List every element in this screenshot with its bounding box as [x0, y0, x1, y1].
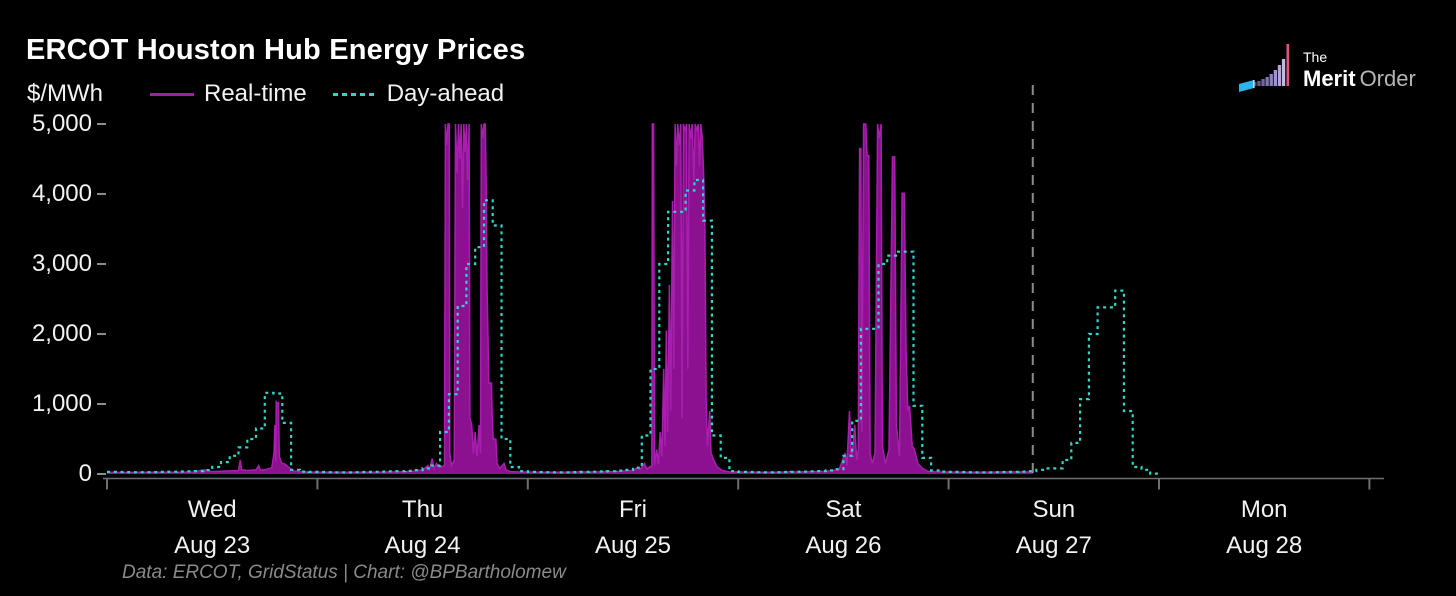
- y-tick-label: 3,000: [31, 250, 92, 277]
- logo-order: Order: [1359, 66, 1416, 91]
- x-tick-day-label: Mon: [1240, 496, 1288, 523]
- logo-the: The: [1303, 49, 1328, 65]
- x-tick-date-label: Aug 24: [384, 532, 461, 559]
- realtime-series-area: [107, 124, 1033, 474]
- x-tick-day-label: Thu: [401, 496, 444, 523]
- y-tick-label: 2,000: [31, 320, 92, 347]
- logo-text: The Merit Order: [1303, 50, 1416, 98]
- x-tick-date-label: Aug 28: [1226, 532, 1303, 559]
- y-tick-label: 0: [78, 460, 92, 487]
- dayahead-series-line: [107, 178, 1159, 475]
- realtime-series-line: [106, 123, 1033, 474]
- x-tick-date-label: Aug 27: [1015, 532, 1092, 559]
- x-tick-date-label: Aug 26: [805, 532, 882, 559]
- legend-item-dayahead: Day-ahead: [332, 80, 505, 108]
- page-title: ERCOT Houston Hub Energy Prices: [26, 34, 526, 66]
- y-tick-label: 1,000: [31, 390, 92, 417]
- x-tick-date-label: Aug 25: [594, 532, 672, 559]
- legend-label-realtime: Real-time: [204, 80, 307, 107]
- y-tick-label: 5,000: [31, 110, 92, 137]
- y-axis-units-label: $/MWh: [27, 80, 104, 107]
- legend-item-realtime: Real-time: [150, 80, 307, 108]
- merit-order-logo: The Merit Order: [1238, 40, 1416, 98]
- x-tick-day-label: Sat: [825, 496, 862, 523]
- dayahead-line-swatch-icon: [332, 92, 377, 96]
- realtime-line-swatch-icon: [150, 92, 194, 96]
- y-tick-label: 4,000: [31, 180, 92, 207]
- chart-legend: Real-time Day-ahead: [150, 80, 516, 108]
- x-tick-day-label: Sun: [1032, 496, 1076, 523]
- credit-line: Data: ERCOT, GridStatus | Chart: @BPBart…: [122, 562, 566, 583]
- x-tick-date-label: Aug 23: [174, 532, 251, 559]
- merit-order-stack-icon: [1239, 44, 1290, 92]
- x-tick-day-label: Wed: [187, 496, 237, 523]
- x-tick-day-label: Fri: [619, 496, 647, 523]
- logo-merit: Merit: [1303, 66, 1356, 91]
- legend-label-dayahead: Day-ahead: [386, 80, 505, 107]
- logo-brand: Merit Order: [1303, 68, 1416, 90]
